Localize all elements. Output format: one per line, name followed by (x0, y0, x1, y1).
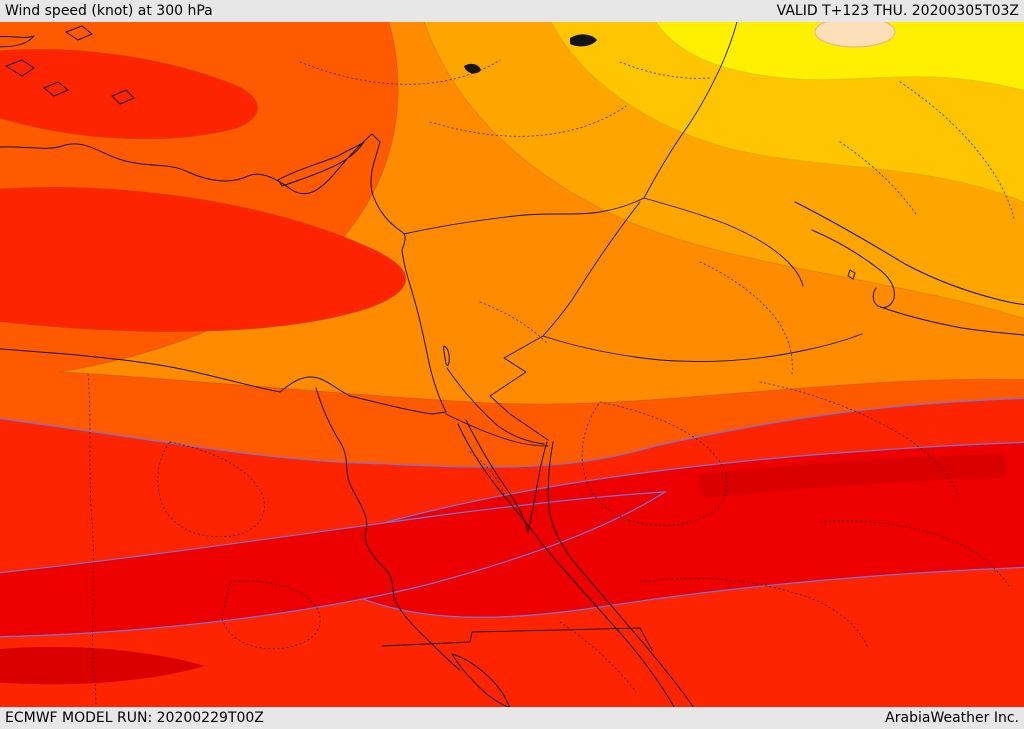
admin-boundary (299, 59, 501, 85)
border-turkey-northeast (643, 22, 738, 199)
border-syria-iraq (542, 201, 641, 337)
map-title: Wind speed (knot) at 300 hPa (5, 3, 213, 19)
island-rhodes (111, 89, 135, 105)
admin-boundary (899, 81, 1015, 219)
border-turkey-syria (403, 197, 645, 235)
valid-time-label: VALID T+123 THU. 20200305T03Z (776, 3, 1019, 19)
admin-boundary (479, 301, 549, 345)
fill-region-deep-red-east-band (334, 441, 1024, 618)
persian-gulf-south-coast (811, 229, 1024, 336)
fill-region-darkest-red-core-west (0, 646, 205, 685)
fill-region-pale-peach (814, 22, 896, 48)
admin-boundary (429, 105, 627, 137)
fill-region-darkest-red-core-east (697, 454, 1008, 498)
nile-river (315, 387, 461, 671)
admin-boundary (581, 401, 728, 526)
island-cyprus (277, 141, 365, 187)
admin-boundary (639, 578, 869, 649)
border-jordan-saudi (489, 335, 549, 441)
island-bahrain (847, 269, 856, 280)
country-borders (381, 22, 863, 651)
wind-speed-fill-regions (0, 22, 1024, 707)
admin-boundary (87, 373, 97, 707)
island-aegean-3 (43, 81, 69, 97)
island-aegean-1 (0, 35, 35, 48)
border-egypt-sudan (381, 627, 653, 651)
sinai-coast (465, 419, 548, 533)
persian-gulf-north-coast (794, 201, 1024, 306)
weather-map (0, 22, 1024, 707)
admin-boundary (221, 580, 321, 650)
admin-boundary (469, 451, 505, 495)
island-aegean-2 (5, 59, 35, 77)
fill-region-deep-red-west-band (0, 491, 668, 638)
lake-tuz (464, 63, 481, 74)
lakes (464, 34, 597, 74)
admin-boundary (619, 61, 711, 79)
fill-region-yellow (654, 22, 1024, 92)
admin-boundaries-dotted (87, 59, 1015, 707)
border-iraq-saudi (542, 333, 863, 362)
footer-bar: ECMWF MODEL RUN: 20200229T00Z ArabiaWeat… (0, 707, 1024, 729)
fill-region-red-west-band (0, 187, 406, 332)
admin-boundary (759, 381, 961, 499)
admin-boundary (839, 141, 917, 215)
lake-van (570, 34, 597, 47)
admin-boundary (157, 441, 265, 538)
credit-label: ArabiaWeather Inc. (885, 710, 1019, 726)
red-sea-east-coast (547, 441, 694, 707)
model-run-label: ECMWF MODEL RUN: 20200229T00Z (5, 710, 264, 726)
lake-nasser-outline (451, 653, 511, 707)
header-bar: Wind speed (knot) at 300 hPa VALID T+123… (0, 0, 1024, 22)
dead-sea-outline (443, 345, 450, 366)
island-aegean-4 (65, 25, 93, 41)
red-sea-west-coast (457, 423, 675, 707)
border-egypt-israel (445, 413, 549, 447)
border-iraq-iran (643, 197, 804, 287)
coastlines (0, 25, 1024, 707)
coastline-mediterranean (0, 133, 447, 415)
weather-map-container (0, 22, 1024, 707)
border-israel-jordan (446, 367, 545, 445)
fill-region-red-northwest (0, 49, 258, 140)
